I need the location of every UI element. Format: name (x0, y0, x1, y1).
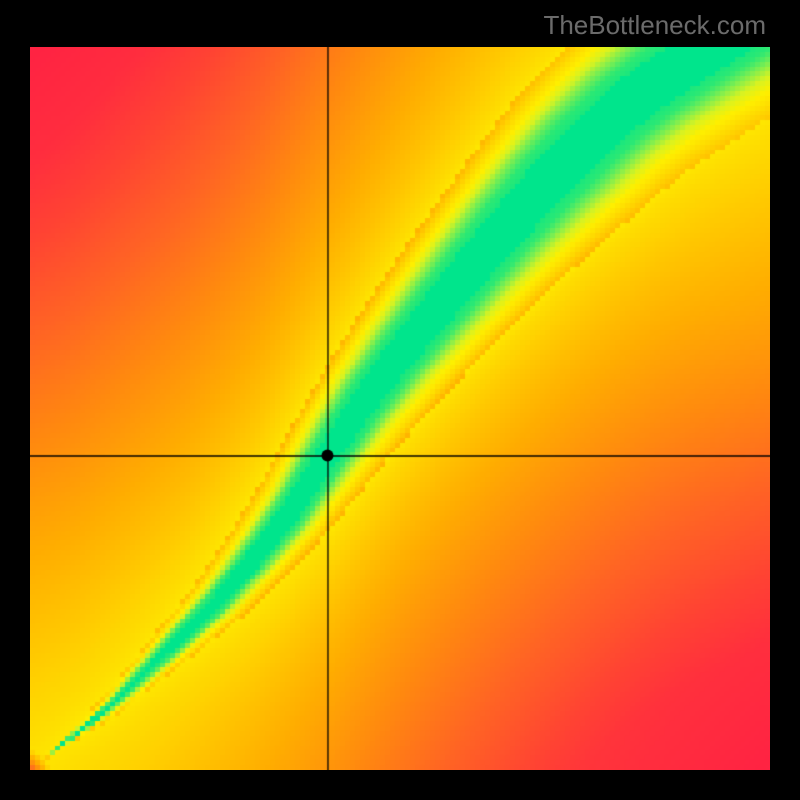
watermark-text: TheBottleneck.com (543, 10, 766, 41)
crosshair-overlay (30, 47, 770, 770)
chart-container: { "watermark": { "text": "TheBottleneck.… (0, 0, 800, 800)
